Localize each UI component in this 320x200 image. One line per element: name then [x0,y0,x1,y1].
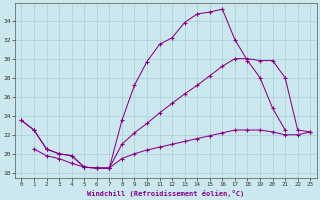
X-axis label: Windchill (Refroidissement éolien,°C): Windchill (Refroidissement éolien,°C) [87,190,244,197]
